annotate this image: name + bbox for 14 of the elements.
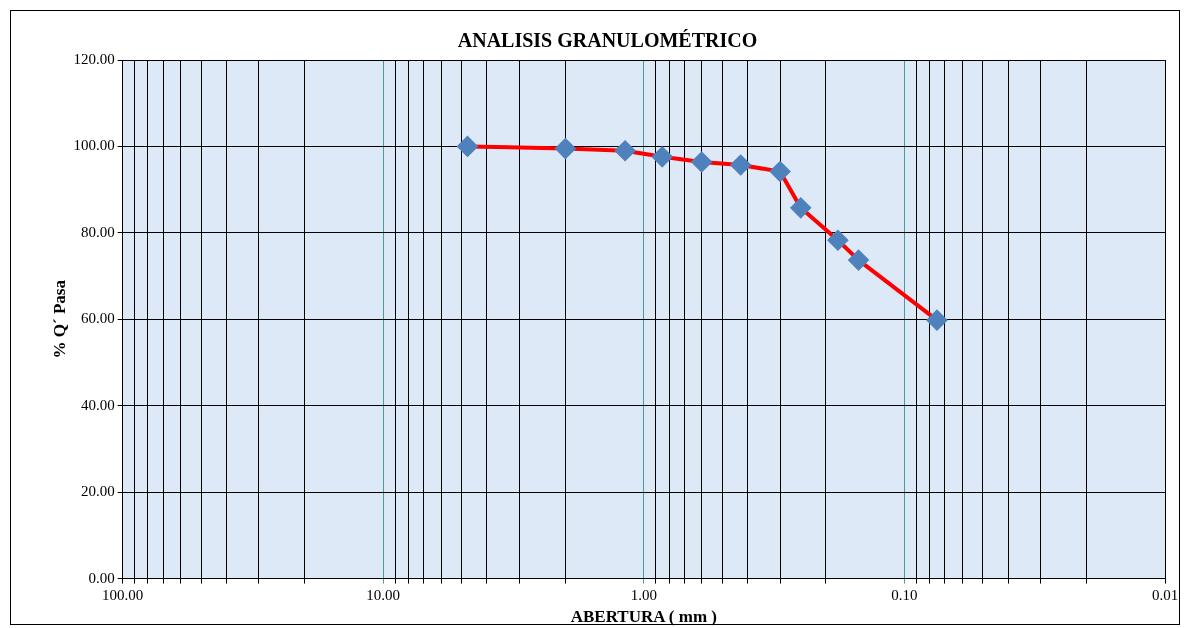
x-tick-label: 100.00: [102, 586, 144, 603]
y-tick-label: 60.00: [80, 310, 115, 327]
y-tick-label: 40.00: [80, 396, 115, 413]
x-tick-label: 10.00: [366, 586, 401, 603]
y-tick-label: 20.00: [80, 483, 115, 500]
y-tick-label: 120.00: [73, 50, 115, 67]
x-tick-label: 0.10: [891, 586, 918, 603]
x-tick-label: 1.00: [630, 586, 657, 603]
y-axis-title: % Q´ Pasa: [49, 279, 69, 359]
y-tick-label: 100.00: [73, 137, 115, 154]
x-tick-label: 0.01: [1151, 586, 1179, 603]
y-tick-label: 0.00: [88, 569, 115, 586]
chart-title: ANALISIS GRANULOMÉTRICO: [457, 29, 758, 52]
y-tick-label: 80.00: [80, 223, 115, 240]
